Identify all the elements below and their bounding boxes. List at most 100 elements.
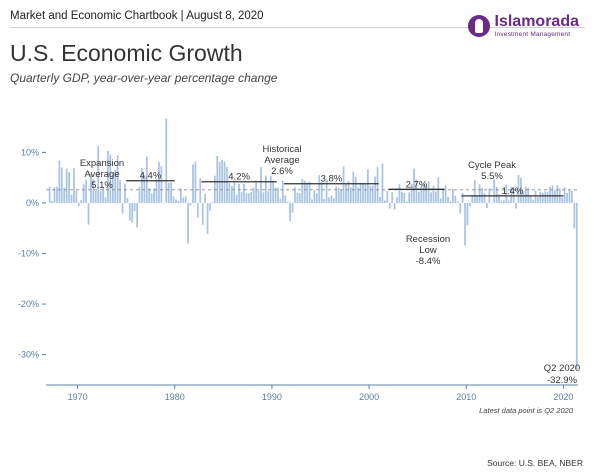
gdp-bar [415, 179, 418, 203]
gdp-bar [294, 187, 296, 203]
gdp-bar [367, 169, 369, 203]
gdp-bar [461, 192, 464, 203]
gdp-bar [483, 192, 486, 203]
gdp-bar [194, 162, 197, 203]
gdp-bar [524, 186, 527, 203]
gdp-bar [374, 176, 377, 203]
gdp-bar [124, 183, 126, 203]
gdp-bar [551, 185, 554, 203]
gdp-bar [240, 191, 243, 203]
gdp-bar [435, 191, 437, 203]
historical-average-annotation: 2.6% [271, 166, 293, 177]
gdp-bar [442, 188, 445, 203]
gdp-bar [522, 191, 525, 203]
gdp-bar [408, 192, 411, 203]
gdp-bar [252, 187, 255, 203]
gdp-bar [328, 197, 330, 203]
gdp-bar [133, 202, 136, 212]
gdp-bar [473, 180, 476, 203]
gdp-bar [498, 194, 500, 203]
gdp-bar [177, 200, 180, 203]
gdp-bar [340, 189, 343, 203]
gdp-bar [114, 170, 117, 203]
gdp-bar [313, 190, 316, 203]
chartbook-header: Market and Economic Chartbook | August 8… [10, 10, 264, 22]
company-logo: Islamorada Investment Management [467, 14, 579, 39]
gdp-bar [102, 187, 104, 203]
gdp-bar [204, 193, 206, 203]
expansion-average-label: 2.7% [406, 179, 428, 190]
gdp-bar [257, 190, 260, 203]
gdp-bar [386, 190, 389, 203]
gdp-bar [422, 184, 425, 203]
gdp-bar [376, 167, 379, 203]
gdp-bar [330, 195, 333, 203]
gdp-bar [454, 195, 457, 203]
gdp-bar [349, 187, 352, 203]
gdp-bar [175, 199, 177, 203]
gdp-bar [449, 201, 452, 203]
header-divider [10, 27, 585, 28]
gdp-bar [444, 185, 447, 203]
gdp-bar [466, 202, 469, 226]
chart-title: U.S. Economic Growth [10, 40, 243, 66]
gdp-bar [145, 156, 148, 203]
gdp-bar [512, 186, 515, 203]
gdp-bar [73, 168, 75, 203]
gdp-bar [575, 202, 578, 370]
gdp-bar [303, 180, 306, 203]
gdp-bar [505, 184, 508, 203]
gdp-bar [119, 180, 121, 203]
gdp-bar [398, 184, 401, 203]
gdp-bar [354, 176, 357, 203]
gdp-bar [500, 200, 503, 203]
cycle-peak-annotation: Cycle Peak [468, 160, 516, 171]
gdp-bar [90, 173, 92, 203]
gdp-bar [60, 167, 63, 203]
gdp-bar [187, 202, 189, 244]
gdp-bar [447, 196, 449, 203]
source-note: Source: U.S. BEA, NBER [487, 458, 583, 468]
x-tick-label: 2000 [359, 392, 379, 402]
gdp-bar [99, 191, 102, 203]
expansion-average-annotation: 5.1% [91, 180, 113, 191]
gdp-bar [53, 187, 56, 203]
gdp-bar [379, 196, 381, 203]
expansion-average-label: 3.8% [321, 174, 343, 185]
gdp-bar [430, 192, 432, 203]
gdp-bar [298, 193, 301, 203]
gdp-bar [532, 199, 534, 203]
gdp-bar [82, 184, 85, 203]
gdp-bar [201, 202, 204, 225]
x-tick-label: 1980 [165, 392, 185, 402]
gdp-bar [568, 189, 571, 203]
gdp-bar [311, 199, 313, 203]
gdp-bar [267, 191, 270, 203]
gdp-bar [162, 202, 165, 204]
gdp-bar [515, 202, 517, 209]
gdp-bar [323, 198, 326, 203]
gdp-bar [128, 202, 131, 221]
gdp-bar [289, 202, 292, 222]
gdp-bar [182, 197, 185, 203]
gdp-bar [478, 184, 481, 203]
gdp-bar [539, 191, 542, 203]
gdp-bar [357, 187, 360, 203]
gdp-bar [425, 185, 428, 203]
gdp-bar [342, 166, 345, 203]
gdp-bar [337, 187, 340, 203]
gdp-bar [432, 185, 435, 203]
expansion-average-annotation: Expansion [80, 158, 124, 169]
gdp-bar [471, 195, 474, 203]
expansion-average-label: 1.4% [502, 186, 524, 197]
gdp-bar [165, 118, 168, 203]
gdp-bar [179, 188, 182, 203]
gdp-bar [510, 186, 513, 203]
gdp-bar [68, 172, 70, 203]
historical-average-annotation: Historical [262, 144, 301, 155]
gdp-bar [493, 179, 496, 203]
gdp-bar [286, 201, 289, 203]
gdp-bar [150, 193, 153, 203]
gdp-bar [104, 197, 107, 203]
gdp-bar [80, 199, 83, 203]
